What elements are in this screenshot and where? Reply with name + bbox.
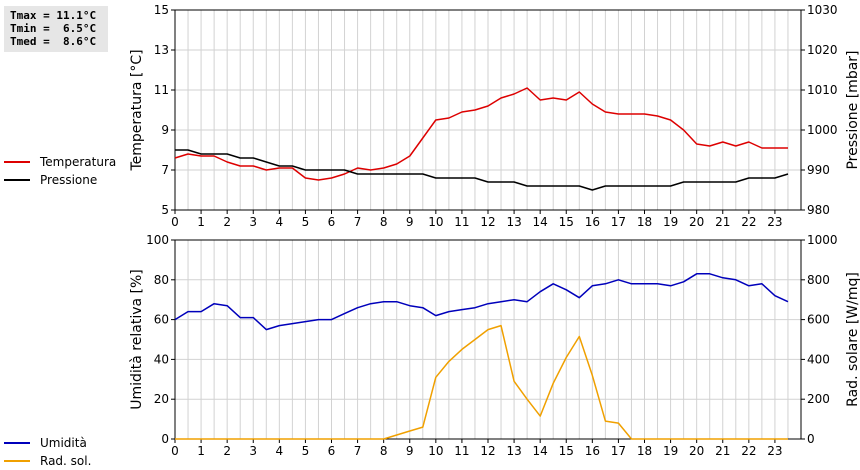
- y-tick-label: 100: [146, 233, 169, 247]
- y-tick-label: 80: [154, 273, 169, 287]
- y-tick-label: 11: [154, 83, 169, 97]
- y-tick-label: 7: [161, 163, 169, 177]
- x-tick-label: 12: [480, 215, 495, 229]
- legend-item-pressione: Pressione: [4, 171, 116, 189]
- series-line-rad-sol: [175, 324, 788, 440]
- x-tick-label: 22: [741, 215, 756, 229]
- y-tick-label: 0: [161, 432, 169, 446]
- tmin-text: Tmin = 6.5°C: [10, 22, 97, 35]
- legend-label-umidita: Umidità: [40, 436, 87, 450]
- x-tick-label: 1: [197, 444, 205, 458]
- legend-swatch-pressione: [4, 179, 30, 181]
- x-tick-label: 2: [223, 444, 231, 458]
- y2-tick-label: 990: [807, 163, 830, 177]
- x-tick-label: 8: [380, 215, 388, 229]
- x-tick-label: 3: [249, 215, 257, 229]
- legend-label-pressione: Pressione: [40, 173, 98, 187]
- x-tick-label: 23: [767, 444, 782, 458]
- y2-tick-label: 1000: [807, 233, 838, 247]
- x-tick-label: 16: [585, 444, 600, 458]
- x-tick-label: 10: [428, 444, 443, 458]
- x-tick-label: 9: [406, 444, 414, 458]
- y2-tick-label: 1020: [807, 43, 838, 57]
- x-tick-label: 18: [637, 215, 652, 229]
- y-tick-label: 20: [154, 392, 169, 406]
- tmed-text: Tmed = 8.6°C: [10, 35, 97, 48]
- series-line-temperatura: [174, 87, 788, 181]
- legend-swatch-umidita: [4, 442, 30, 444]
- x-tick-label: 22: [741, 444, 756, 458]
- x-tick-label: 13: [506, 215, 521, 229]
- x-tick-label: 0: [171, 444, 179, 458]
- y-axis-label: Temperatura [°C]: [129, 49, 145, 171]
- x-tick-label: 0: [171, 215, 179, 229]
- series-line-umidit: [174, 273, 789, 331]
- x-tick-label: 11: [454, 444, 469, 458]
- y-tick-label: 9: [161, 123, 169, 137]
- x-tick-label: 4: [276, 444, 284, 458]
- y-tick-label: 13: [154, 43, 169, 57]
- legend-swatch-temperatura: [4, 161, 30, 163]
- x-tick-label: 1: [197, 215, 205, 229]
- x-tick-label: 18: [637, 444, 652, 458]
- y2-tick-label: 1000: [807, 123, 838, 137]
- x-tick-label: 15: [559, 444, 574, 458]
- y2-tick-label: 200: [807, 392, 830, 406]
- legend-item-umidita: Umidità: [4, 434, 91, 452]
- x-tick-label: 7: [354, 444, 362, 458]
- x-tick-label: 14: [533, 444, 548, 458]
- x-tick-label: 8: [380, 444, 388, 458]
- y2-tick-label: 980: [807, 203, 830, 217]
- x-tick-label: 12: [480, 444, 495, 458]
- x-tick-label: 3: [249, 444, 257, 458]
- x-tick-label: 20: [689, 215, 704, 229]
- x-tick-label: 19: [663, 215, 678, 229]
- y2-tick-label: 0: [807, 432, 815, 446]
- legend-top: Temperatura Pressione: [4, 153, 116, 189]
- x-tick-label: 2: [223, 215, 231, 229]
- legend-swatch-radsol: [4, 460, 30, 462]
- y-tick-label: 15: [154, 3, 169, 17]
- y-axis-label: Umidità relativa [%]: [129, 269, 145, 410]
- x-tick-label: 21: [715, 444, 730, 458]
- x-tick-label: 9: [406, 215, 414, 229]
- y2-axis-label: Pressione [mbar]: [845, 50, 860, 169]
- x-tick-label: 4: [276, 215, 284, 229]
- x-tick-label: 7: [354, 215, 362, 229]
- x-tick-label: 10: [428, 215, 443, 229]
- x-tick-label: 6: [328, 444, 336, 458]
- y-tick-label: 5: [161, 203, 169, 217]
- x-tick-label: 6: [328, 215, 336, 229]
- y-tick-label: 40: [154, 352, 169, 366]
- legend-label-temperatura: Temperatura: [40, 155, 117, 169]
- y2-axis-label: Rad. solare [W/mq]: [845, 272, 860, 407]
- x-tick-label: 14: [533, 215, 548, 229]
- y2-tick-label: 1010: [807, 83, 838, 97]
- x-tick-label: 21: [715, 215, 730, 229]
- x-tick-label: 5: [302, 444, 310, 458]
- x-tick-label: 23: [767, 215, 782, 229]
- x-tick-label: 17: [611, 444, 626, 458]
- y-tick-label: 60: [154, 313, 169, 327]
- y2-tick-label: 600: [807, 313, 830, 327]
- y2-tick-label: 1030: [807, 3, 838, 17]
- legend-item-temperatura: Temperatura: [4, 153, 116, 171]
- x-tick-label: 5: [302, 215, 310, 229]
- stats-box: Tmax = 11.1°C Tmin = 6.5°C Tmed = 8.6°C: [4, 6, 108, 52]
- x-tick-label: 16: [585, 215, 600, 229]
- y2-tick-label: 800: [807, 273, 830, 287]
- series-line-pressione: [175, 149, 789, 191]
- x-tick-label: 11: [454, 215, 469, 229]
- x-tick-label: 19: [663, 444, 678, 458]
- x-tick-label: 20: [689, 444, 704, 458]
- y2-tick-label: 400: [807, 352, 830, 366]
- x-tick-label: 17: [611, 215, 626, 229]
- charts-canvas: 0 1 2 3 4 5 6 7 8 9 10 11 12 13 14 15 16 17 18 19 20 21 22 2357…: [129, 3, 860, 458]
- x-tick-label: 15: [559, 215, 574, 229]
- tmax-text: Tmax = 11.1°C: [10, 9, 97, 22]
- x-tick-label: 13: [506, 444, 521, 458]
